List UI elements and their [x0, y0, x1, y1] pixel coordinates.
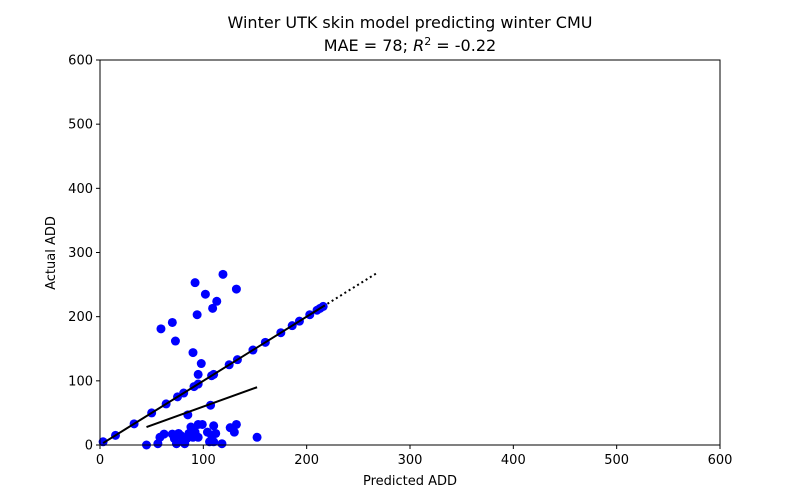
- x-tick-label: 600: [708, 453, 733, 468]
- data-point: [188, 348, 198, 358]
- data-point: [209, 437, 219, 447]
- data-point: [197, 419, 207, 429]
- y-tick-label: 300: [68, 246, 93, 261]
- x-tick-label: 300: [398, 453, 423, 468]
- data-point: [218, 269, 228, 279]
- y-tick-label: 400: [68, 182, 93, 197]
- data-point: [190, 278, 200, 288]
- data-point: [231, 284, 241, 294]
- x-tick-label: 400: [501, 453, 526, 468]
- data-point: [229, 427, 239, 437]
- data-point: [217, 439, 227, 449]
- y-axis-label: Actual ADD: [44, 216, 59, 290]
- x-tick-label: 100: [191, 453, 216, 468]
- y-tick-label: 0: [85, 439, 93, 454]
- x-tick-label: 200: [294, 453, 319, 468]
- subtitle-r-exponent: 2: [424, 35, 431, 48]
- data-point: [196, 359, 206, 369]
- data-point: [209, 421, 219, 431]
- data-point: [159, 429, 169, 439]
- data-point: [192, 310, 202, 320]
- data-point: [208, 303, 218, 313]
- y-tick-label: 600: [68, 54, 93, 69]
- fit-line: [146, 386, 258, 428]
- subtitle-suffix: = -0.22: [431, 36, 496, 55]
- data-point: [231, 419, 241, 429]
- x-tick-label: 500: [604, 453, 629, 468]
- data-point: [200, 289, 210, 299]
- data-point: [156, 324, 166, 334]
- x-axis: 0 100 200 300 400 500 600: [96, 445, 733, 468]
- subtitle-prefix: MAE = 78;: [324, 36, 413, 55]
- chart-title: Winter UTK skin model predicting winter …: [228, 13, 593, 32]
- data-point: [170, 336, 180, 346]
- y-tick-label: 500: [68, 118, 93, 133]
- subtitle-r-symbol: R: [413, 36, 424, 55]
- data-point: [252, 432, 262, 442]
- data-point: [167, 317, 177, 327]
- data-point: [193, 369, 203, 379]
- data-point: [212, 296, 222, 306]
- data-point: [193, 432, 203, 442]
- plot-frame: [99, 59, 721, 446]
- x-axis-label: Predicted ADD: [363, 474, 457, 489]
- y-axis: 0 100 200 300 400 500 600: [68, 54, 100, 454]
- x-tick-label: 0: [96, 453, 104, 468]
- dotted-extension-line: [322, 272, 378, 308]
- y-tick-label: 100: [68, 374, 93, 389]
- chart-subtitle: MAE = 78; R2 = -0.22: [324, 35, 496, 55]
- fit-line: [102, 305, 324, 444]
- data-point: [98, 437, 108, 447]
- y-tick-label: 200: [68, 310, 93, 325]
- data-point: [211, 428, 221, 438]
